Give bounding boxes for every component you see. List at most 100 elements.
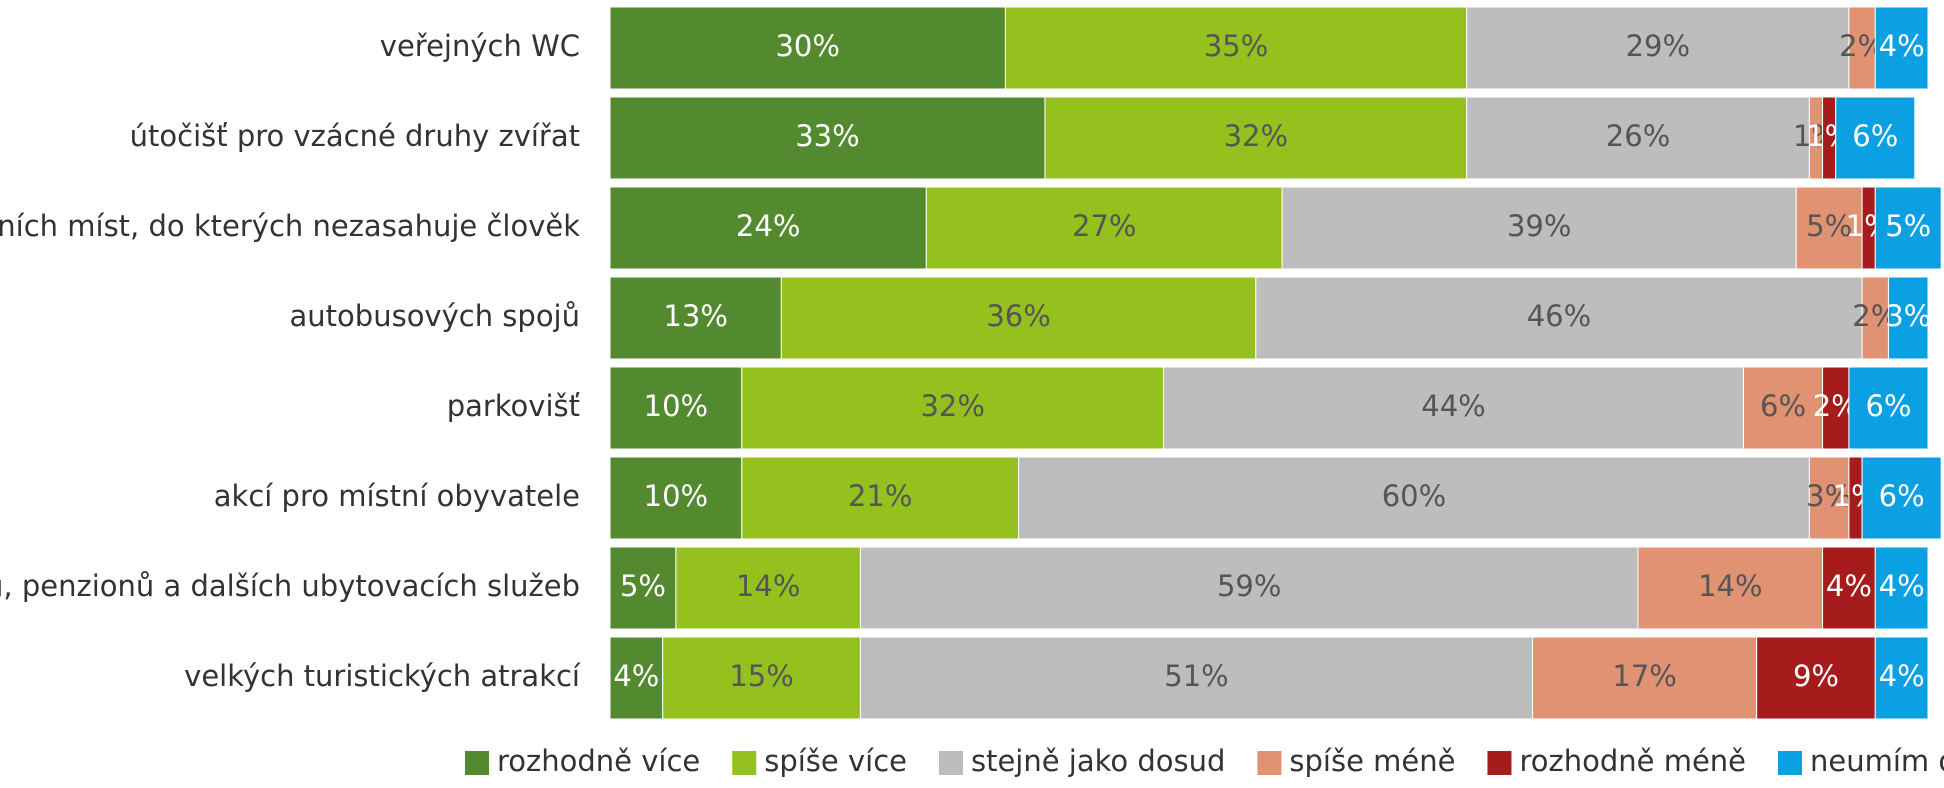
legend-label: rozhodně méně xyxy=(1519,744,1746,778)
bar-segment xyxy=(1281,186,1797,270)
legend-label: stejně jako dosud xyxy=(971,744,1225,778)
value-label: 6% xyxy=(1879,479,1925,513)
bar-segment xyxy=(609,636,664,720)
value-label: 4% xyxy=(1879,29,1925,63)
value-label: 24% xyxy=(736,209,800,243)
value-label: 51% xyxy=(1164,659,1228,693)
bar-segment xyxy=(662,636,861,720)
value-label: 32% xyxy=(920,389,984,423)
value-label: 6% xyxy=(1760,389,1806,423)
legend-swatch xyxy=(938,751,963,775)
category-label: parkovišť xyxy=(447,389,580,423)
value-label: 6% xyxy=(1865,389,1911,423)
value-label: 36% xyxy=(986,299,1050,333)
bar-segment xyxy=(675,546,861,630)
value-label: 14% xyxy=(1698,569,1762,603)
value-label: 9% xyxy=(1793,659,1839,693)
bar-segment xyxy=(1018,456,1810,540)
bar-segment xyxy=(925,186,1283,270)
bar-segment xyxy=(1756,636,1876,720)
legend-label: rozhodně více xyxy=(497,744,700,778)
bar-segment xyxy=(1874,6,1929,90)
bar-segment xyxy=(609,546,677,630)
value-label: 6% xyxy=(1852,119,1898,153)
value-label: 10% xyxy=(644,479,708,513)
value-label: 60% xyxy=(1382,479,1446,513)
value-label: 29% xyxy=(1626,29,1690,63)
bar-segment xyxy=(1795,186,1863,270)
value-label: 4% xyxy=(1826,569,1872,603)
value-label: 14% xyxy=(736,569,800,603)
bar-segment xyxy=(1861,456,1942,540)
bar-segment xyxy=(1874,636,1929,720)
bar-segment xyxy=(1848,366,1929,450)
category-label: akcí pro místní obyvatele xyxy=(214,479,580,513)
value-label: 30% xyxy=(775,29,839,63)
bar-segment xyxy=(741,456,1020,540)
legend-label: spíše více xyxy=(764,744,907,778)
bar-segment xyxy=(1887,276,1929,360)
value-label: 5% xyxy=(1806,209,1852,243)
value-label: 3% xyxy=(1806,479,1852,513)
bar-segment xyxy=(1466,96,1810,180)
bar-segment xyxy=(609,6,1006,90)
value-label: 59% xyxy=(1217,569,1281,603)
value-label: 17% xyxy=(1612,659,1676,693)
bar-segment xyxy=(1163,366,1744,450)
value-label: 4% xyxy=(613,659,659,693)
value-label: 26% xyxy=(1606,119,1670,153)
value-label: 13% xyxy=(663,299,727,333)
category-label: veřejných WC xyxy=(380,29,580,63)
bar-segment xyxy=(609,456,743,540)
value-label: 44% xyxy=(1421,389,1485,423)
value-label: 46% xyxy=(1527,299,1591,333)
bar-segment xyxy=(1822,366,1850,450)
value-label: 4% xyxy=(1879,659,1925,693)
value-label: 5% xyxy=(1885,209,1931,243)
legend-swatch xyxy=(1487,751,1512,775)
bar-segment xyxy=(1637,546,1824,630)
value-label: 35% xyxy=(1204,29,1268,63)
category-label: útočišť pro vzácné druhy zvířat xyxy=(130,119,580,153)
bar-segment xyxy=(1874,546,1929,630)
bar-segment xyxy=(1808,456,1850,540)
value-label: 39% xyxy=(1507,209,1571,243)
bar-segment xyxy=(741,366,1165,450)
bar-segment xyxy=(1255,276,1863,360)
legend-swatch xyxy=(465,751,489,775)
legend-swatch xyxy=(1257,751,1282,775)
bar-segment xyxy=(780,276,1257,360)
value-label: 10% xyxy=(644,389,708,423)
legend-swatch xyxy=(1778,751,1803,775)
category-label: velkých turistických atrakcí xyxy=(184,659,581,693)
category-label: hotelů, penzionů a dalších ubytovacích s… xyxy=(0,569,580,603)
bar-segment xyxy=(1835,96,1916,180)
value-label: 3% xyxy=(1885,299,1931,333)
legend-label: neumím odpovědět xyxy=(1810,744,1944,778)
bar-segment xyxy=(1044,96,1468,180)
bar-segment xyxy=(609,186,927,270)
bar-segment xyxy=(1742,366,1824,450)
bar-segment xyxy=(609,276,782,360)
value-label: 5% xyxy=(620,569,666,603)
bar-segment xyxy=(609,96,1046,180)
bar-segment xyxy=(1874,186,1942,270)
bar-segment xyxy=(1004,6,1468,90)
bar-segment xyxy=(609,366,743,450)
bar-segment xyxy=(1466,6,1850,90)
legend-label: spíše méně xyxy=(1289,744,1455,778)
bar-segment xyxy=(1861,276,1889,360)
value-label: 21% xyxy=(848,479,912,513)
category-label: přírodních míst, do kterých nezasahuje č… xyxy=(0,209,580,243)
value-label: 15% xyxy=(729,659,793,693)
value-label: 27% xyxy=(1072,209,1136,243)
bar-segment xyxy=(859,546,1639,630)
category-label: autobusových spojů xyxy=(290,299,580,333)
value-label: 32% xyxy=(1224,119,1288,153)
bar-segment xyxy=(1532,636,1758,720)
legend-swatch xyxy=(732,751,757,775)
value-label: 33% xyxy=(795,119,859,153)
bar-segment xyxy=(859,636,1534,720)
value-label: 4% xyxy=(1879,569,1925,603)
